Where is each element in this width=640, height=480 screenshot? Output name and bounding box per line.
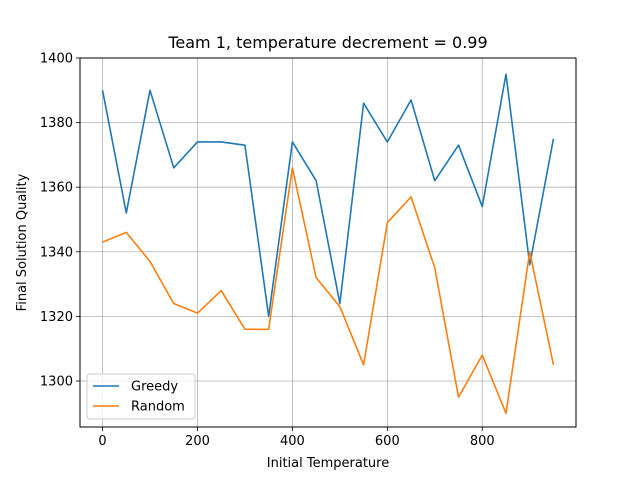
series-line-random bbox=[102, 167, 555, 415]
y-tick-label: 1340 bbox=[40, 245, 73, 260]
legend-label-random: Random bbox=[131, 400, 185, 415]
series-line-greedy bbox=[101, 73, 555, 318]
series-layer bbox=[101, 73, 555, 415]
legend-label-greedy: Greedy bbox=[131, 380, 178, 395]
y-tick-label: 1300 bbox=[40, 374, 73, 389]
legend: Greedy Random bbox=[86, 373, 196, 420]
x-tick-label: 600 bbox=[375, 434, 400, 449]
x-axis-label: Initial Temperature bbox=[267, 456, 389, 471]
x-tick-label: 0 bbox=[98, 434, 106, 449]
y-tick-label: 1360 bbox=[40, 181, 73, 196]
y-tick-label: 1380 bbox=[40, 116, 73, 131]
x-tick-label: 200 bbox=[185, 434, 210, 449]
chart-title: Team 1, temperature decrement = 0.99 bbox=[167, 33, 487, 52]
x-tick-label: 400 bbox=[280, 434, 305, 449]
x-tick-label: 800 bbox=[470, 434, 495, 449]
plot-frame bbox=[79, 57, 577, 428]
y-axis-label: Final Solution Quality bbox=[15, 173, 30, 311]
axis-ticks: 0 200 400 600 800 1300 1320 1340 1360 1380 1400 bbox=[40, 52, 495, 450]
y-tick-label: 1400 bbox=[40, 52, 73, 67]
y-tick-label: 1320 bbox=[40, 310, 73, 325]
